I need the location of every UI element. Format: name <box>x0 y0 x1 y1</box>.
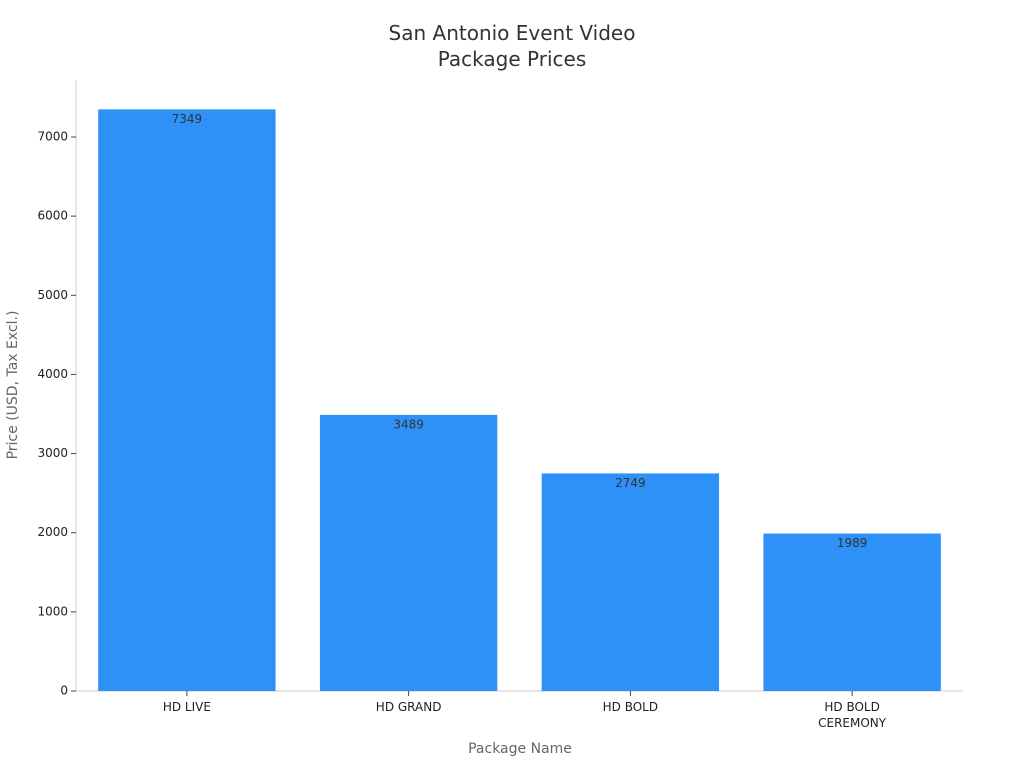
bar <box>98 109 276 692</box>
y-tick-label: 4000 <box>37 367 68 381</box>
x-tick-label: HD BOLD CEREMONY <box>818 700 887 730</box>
value-label: 7349 <box>172 112 203 126</box>
y-tick-label: 7000 <box>37 129 68 143</box>
y-tick-label: 3000 <box>37 446 68 460</box>
y-tick-label: 6000 <box>37 209 68 223</box>
y-axis-title: Price (USD, Tax Excl.) <box>5 310 21 460</box>
y-tick-label: 5000 <box>37 288 68 302</box>
value-label: 2749 <box>615 476 646 490</box>
y-tick-label: 2000 <box>37 525 68 539</box>
x-tick-label: HD LIVE <box>162 700 211 714</box>
x-tick-label: HD BOLD <box>602 700 659 714</box>
x-tick-label: HD GRAND <box>375 700 442 714</box>
chart-title: San Antonio Event Video Package Prices <box>388 21 636 71</box>
bar <box>541 473 720 691</box>
x-axis-title: Package Name <box>468 741 572 757</box>
y-tick-label: 1000 <box>37 604 68 618</box>
bar <box>763 533 941 691</box>
value-label: 1989 <box>837 536 868 550</box>
bar <box>319 414 498 691</box>
y-tick-label: 0 <box>60 684 68 698</box>
value-label: 3489 <box>393 417 424 431</box>
